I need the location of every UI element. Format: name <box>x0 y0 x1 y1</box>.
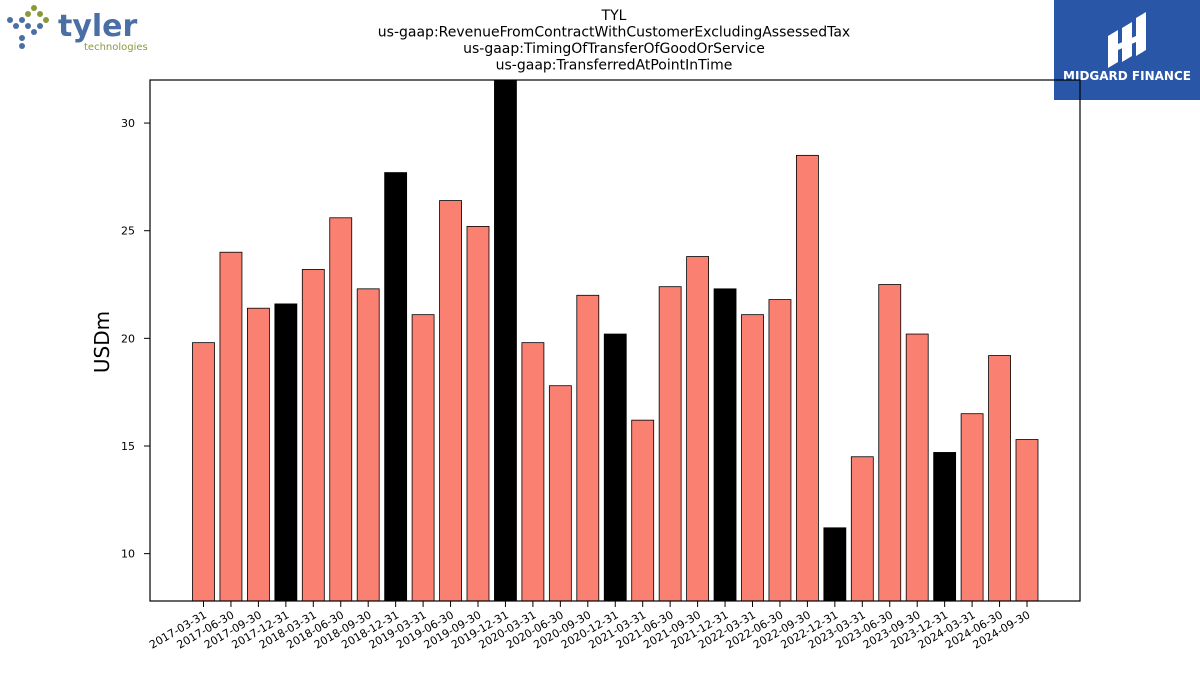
tyler-logo-sub: technologies <box>84 42 148 53</box>
bar <box>741 314 764 602</box>
title-line: us-gaap:RevenueFromContractWithCustomerE… <box>378 25 850 41</box>
bar <box>1015 439 1039 602</box>
y-tick-label: 10 <box>121 548 135 561</box>
title-line: us-gaap:TransferredAtPointInTime <box>496 58 733 74</box>
bar <box>384 172 408 602</box>
title-line: us-gaap:TimingOfTransferOfGoodOrService <box>463 41 765 57</box>
midgard-m-icon <box>1108 12 1146 68</box>
bar <box>192 342 215 602</box>
y-tick-label: 25 <box>121 225 135 238</box>
tyler-dots-icon <box>7 5 49 49</box>
x-axis: 2017-03-312017-06-302017-09-302017-12-31… <box>147 601 1033 652</box>
bar <box>576 294 600 602</box>
y-tick-label: 30 <box>121 117 135 130</box>
bar <box>878 284 902 602</box>
title-line: TYL <box>601 8 627 24</box>
bar <box>658 286 682 602</box>
bar <box>301 269 325 602</box>
bar <box>988 355 1011 602</box>
bar <box>439 200 462 602</box>
bar <box>905 333 929 602</box>
bar <box>329 217 353 602</box>
bar <box>933 452 957 602</box>
bar <box>494 79 517 602</box>
bar <box>274 303 298 602</box>
bar <box>823 527 847 602</box>
tyler-logo: tyler technologies <box>7 5 148 53</box>
midgard-logo: MIDGARD FINANCE <box>1054 0 1200 100</box>
bar <box>246 307 270 602</box>
bar <box>960 413 984 602</box>
y-axis: 10 15 20 25 30 <box>121 117 150 561</box>
y-axis-label: USDm <box>90 311 114 373</box>
bar <box>548 385 572 602</box>
plot-frame <box>149 79 1081 602</box>
bar <box>631 419 655 602</box>
bar <box>686 256 709 602</box>
bar <box>466 225 490 602</box>
bar <box>768 299 792 602</box>
bar <box>219 251 243 602</box>
bar <box>521 342 545 602</box>
bar <box>356 288 380 602</box>
chart-title: TYLus-gaap:RevenueFromContractWithCustom… <box>378 8 850 74</box>
bar <box>713 288 737 602</box>
bar <box>796 154 819 602</box>
y-tick-label: 15 <box>121 440 135 453</box>
midgard-logo-name: MIDGARD FINANCE <box>1063 69 1191 83</box>
y-tick-label: 20 <box>121 332 135 345</box>
bars <box>192 79 1039 602</box>
bar <box>603 333 627 602</box>
bar <box>411 314 435 602</box>
bar <box>850 456 874 602</box>
tyler-logo-name: tyler <box>58 9 138 44</box>
